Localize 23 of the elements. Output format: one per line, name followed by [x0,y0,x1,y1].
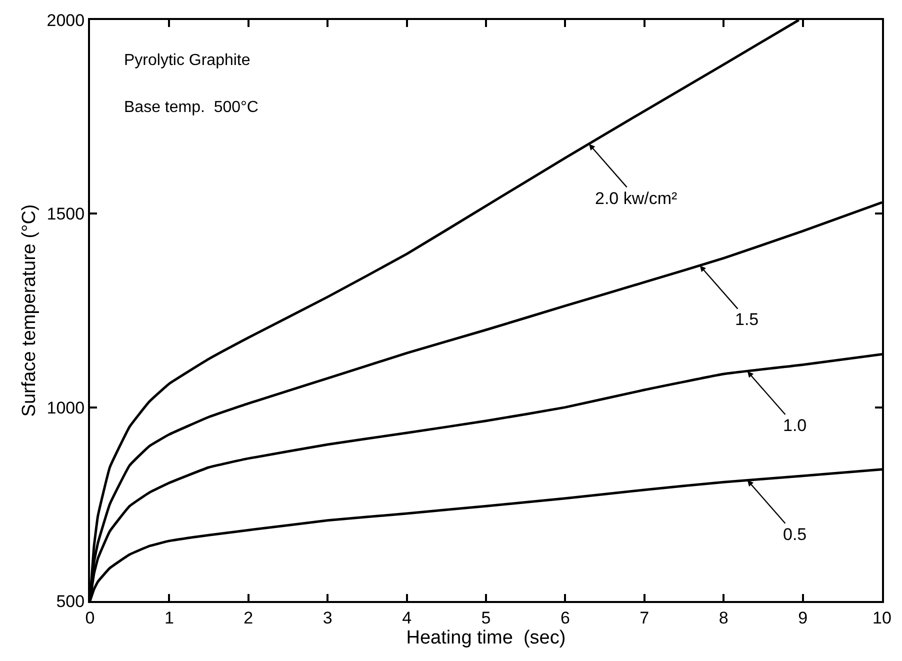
x-tick-label: 7 [640,608,650,628]
x-tick-label: 0 [85,608,95,628]
x-tick-label: 10 [872,608,892,628]
x-tick-label: 1 [164,608,174,628]
x-tick-label: 4 [402,608,412,628]
x-tick-label: 5 [481,608,491,628]
annotation: 1.5 [735,310,759,329]
x-tick-label: 2 [244,608,254,628]
annotation: Pyrolytic Graphite [124,52,250,69]
annotation: 1.0 [783,416,807,435]
y-tick-label: 1000 [46,398,85,418]
annotation: 0.5 [783,525,807,544]
x-tick-label: 6 [560,608,570,628]
x-axis-title: Heating time (sec) [406,628,566,649]
y-tick-label: 1500 [46,204,85,224]
y-tick-label: 500 [56,592,85,611]
x-tick-label: 3 [322,608,332,628]
x-tick-label: 9 [798,608,808,628]
annotation: 2.0 kw/cm² [595,189,678,208]
annotation: Base temp. 500°C [124,99,258,116]
y-tick-label: 2000 [46,10,85,30]
x-tick-label: 8 [718,608,728,628]
y-axis-title: Surface temperature (°C) [19,204,40,417]
